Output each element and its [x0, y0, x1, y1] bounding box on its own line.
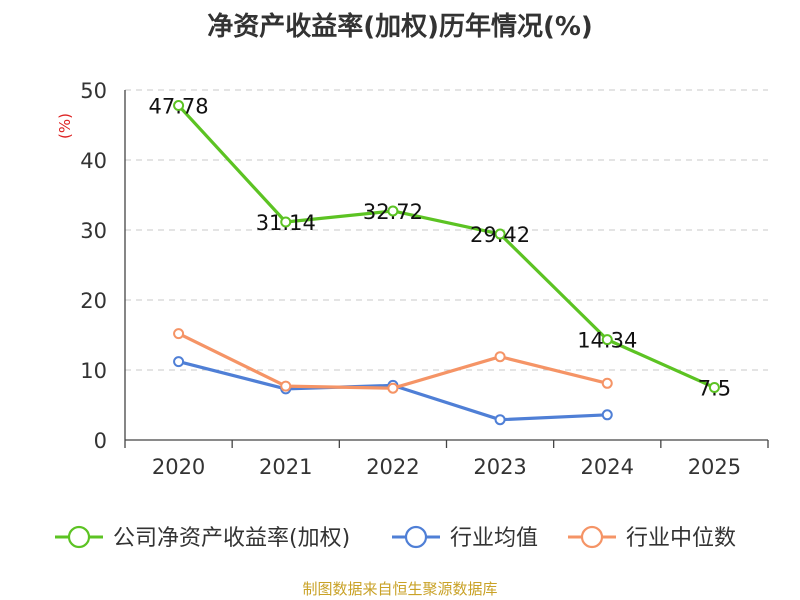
x-tick-label: 2020 — [152, 455, 205, 479]
y-tick-label: 50 — [80, 79, 107, 103]
series-layer — [173, 100, 720, 426]
data-point — [173, 328, 185, 340]
label-layer: 47.78 31.14 32.72 29.42 14.34 7.5 — [149, 95, 732, 401]
source-footnote: 制图数据来自恒生聚源数据库 — [302, 580, 498, 598]
legend-label: 行业中位数 — [626, 526, 736, 551]
legend-marker — [67, 525, 91, 549]
x-tick-label: 2021 — [259, 455, 312, 479]
data-label: 14.34 — [577, 329, 637, 353]
data-point — [280, 216, 292, 228]
x-tick-label: 2023 — [473, 455, 526, 479]
legend-label: 公司净资产收益率(加权) — [113, 526, 350, 551]
series-0 — [173, 100, 720, 393]
chart-title: 净资产收益率(加权)历年情况(%) — [207, 12, 593, 42]
legend-item[interactable]: 公司净资产收益率(加权) — [55, 525, 350, 551]
data-point — [494, 351, 506, 363]
y-tick-label: 40 — [80, 149, 107, 173]
legend-marker — [580, 525, 604, 549]
data-point — [601, 409, 613, 421]
axis-layer: 0 10 20 30 40 50 2020 2021 2022 2023 2024 2025 (%) — [56, 79, 769, 479]
x-tick-label: 2024 — [581, 455, 634, 479]
series-2 — [173, 328, 613, 394]
legend-item[interactable]: 行业均值 — [392, 525, 538, 551]
data-point — [387, 205, 399, 217]
data-point — [708, 382, 720, 393]
legend-item[interactable]: 行业中位数 — [568, 525, 736, 551]
data-point — [601, 334, 613, 346]
y-tick-label: 20 — [80, 289, 107, 313]
data-point — [173, 356, 185, 368]
data-label: 47.78 — [149, 95, 209, 119]
data-label: 32.72 — [363, 200, 423, 224]
data-point — [494, 228, 506, 240]
data-point — [494, 414, 506, 426]
data-point — [387, 382, 399, 394]
data-point — [173, 100, 185, 112]
legend[interactable]: 公司净资产收益率(加权) 行业均值 行业中位数 — [55, 525, 736, 551]
y-axis-label: (%) — [56, 113, 74, 139]
data-point — [280, 380, 292, 392]
x-tick-label: 2022 — [366, 455, 419, 479]
series-line — [176, 103, 717, 390]
data-label: 7.5 — [698, 377, 731, 401]
x-tick-label: 2025 — [688, 455, 741, 479]
data-label: 29.42 — [470, 223, 530, 247]
data-point — [601, 377, 613, 389]
legend-marker — [404, 525, 428, 549]
y-tick-label: 10 — [80, 359, 107, 383]
data-label: 31.14 — [256, 211, 316, 235]
legend-label: 行业均值 — [450, 526, 538, 551]
y-tick-label: 30 — [80, 219, 107, 243]
grid-layer — [125, 89, 768, 371]
y-tick-label: 0 — [94, 429, 107, 453]
